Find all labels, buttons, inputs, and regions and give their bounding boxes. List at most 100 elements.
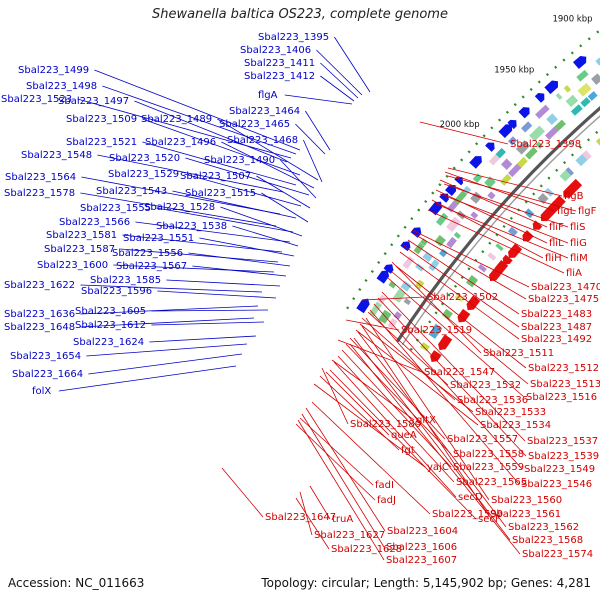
reverse-leader-line [411,229,530,288]
reverse-gene-label: Sbal223_1562 [508,522,579,533]
feature-band [495,147,506,159]
forward-gene-arrow [485,142,495,152]
feature-band [453,190,468,205]
reverse-gene-label: fadJ [377,495,396,506]
forward-leader-line [81,176,281,215]
reverse-gene-label: Sbal223_1475 [528,294,599,305]
reverse-leader-line [435,203,569,259]
feature-band [441,308,453,320]
reverse-gene-label: Sbal223_1483 [521,309,592,320]
forward-gene-label: Sbal223_1406 [240,45,311,56]
feature-band [499,173,512,186]
reverse-leader-line [221,467,264,518]
forward-gene-label: Sbal223_1496 [145,137,216,148]
reverse-gene-arrow [502,254,513,265]
feature-band [591,73,600,85]
reverse-gene-label: Sbal223_1533 [475,407,546,418]
reverse-leader-line [313,383,426,468]
reverse-gene-label: Sbal223_1580 [350,419,421,430]
tick-ring-outer [346,28,600,310]
forward-leader-line [261,192,309,223]
forward-gene-arrow [376,270,390,284]
forward-leader-line [102,85,297,155]
forward-leader-line [134,100,288,163]
forward-leader-line [135,221,291,243]
reverse-leader-line [403,245,520,328]
reverse-gene-label: Sbal223_1604 [387,526,458,537]
forward-leader-line [80,317,255,328]
forward-gene-label: Sbal223_1564 [5,172,76,183]
reverse-gene-label: Sbal223_1561 [490,509,561,520]
forward-gene-label: Sbal223_1578 [4,188,75,199]
forward-leader-line [305,110,331,151]
forward-leader-line [185,157,310,196]
reverse-gene-label: fgt [401,445,415,456]
reverse-gene-label: Sbal223_1557 [447,434,518,445]
forward-leader-line [157,290,277,299]
reverse-leader-line [295,497,330,550]
forward-gene-label: Sbal223_1548 [21,150,92,161]
reverse-leader-line [419,121,509,145]
feature-band [559,167,575,182]
reverse-leader-line [349,343,521,555]
reverse-gene-label: fliG [570,238,587,249]
reverse-gene-arrow [430,350,442,363]
feature-band [516,156,528,168]
reverse-leader-line [391,271,529,385]
forward-gene-label: Sbal223_1464 [229,106,300,117]
reverse-leader-line [447,167,563,197]
reverse-gene-label: Sbal223_1534 [480,420,551,431]
forward-gene-arrow [469,156,482,169]
reverse-leader-line [345,343,452,455]
forward-leader-line [188,252,291,267]
feature-band [576,69,589,82]
forward-leader-line [280,159,317,199]
reverse-gene-label: Sbal223_1549 [524,464,595,475]
reverse-gene-arrow [466,295,481,311]
forward-leader-line [172,190,297,219]
forward-gene-label: Sbal223_1624 [73,337,144,348]
reverse-gene-label: fadI [375,480,394,491]
forward-gene-arrow [410,227,422,238]
feature-band [581,150,592,161]
reverse-gene-label: Sbal223_1532 [450,380,521,391]
feature-band [453,231,462,239]
feature-band [420,238,428,246]
forward-gene-arrow [518,107,530,119]
forward-gene-label: Sbal223_1551 [123,233,194,244]
forward-gene-label: Sbal223_1489 [141,114,212,125]
reverse-gene-label: Sbal223_1559 [453,462,524,473]
feature-band [545,126,559,140]
feature-band [388,280,397,289]
forward-leader-line [142,141,297,186]
reverse-leader-line [311,401,431,515]
reverse-leader-line [369,309,520,485]
reverse-leader-line [399,251,520,340]
forward-leader-line [316,49,363,96]
feature-band [535,141,544,149]
feature-band [546,113,558,125]
reverse-gene-arrow [457,308,471,323]
forward-gene-label: Sbal223_1498 [26,81,97,92]
forward-gene-label: Sbal223_1520 [109,153,180,164]
reverse-leader-line [407,239,520,315]
forward-gene-label: Sbal223_1654 [10,351,81,362]
forward-leader-line [94,69,301,151]
reverse-gene-label: Sbal223_1547 [424,367,495,378]
feature-band [500,158,513,170]
forward-gene-label: Sbal223_1581 [46,230,117,241]
feature-band [577,82,592,97]
reverse-gene-label: Sbal223_1565 [456,477,527,488]
reverse-gene-label: Sbal223_1502 [427,292,498,303]
reverse-gene-label: secF [478,514,501,525]
forward-gene-arrow [428,201,442,216]
forward-leader-line [156,207,294,233]
reverse-leader-line [301,413,385,548]
reverse-gene-label: Sbal223_1606 [386,542,457,553]
scale-ticks: 1650 kbp1700 kbp1750 kbp1800 kbp1850 kbp… [346,15,600,351]
scale-tick-label: 2000 kbp [440,120,480,130]
feature-band [487,191,496,200]
forward-leader-line [77,98,292,159]
reverse-leader-line [391,261,482,354]
